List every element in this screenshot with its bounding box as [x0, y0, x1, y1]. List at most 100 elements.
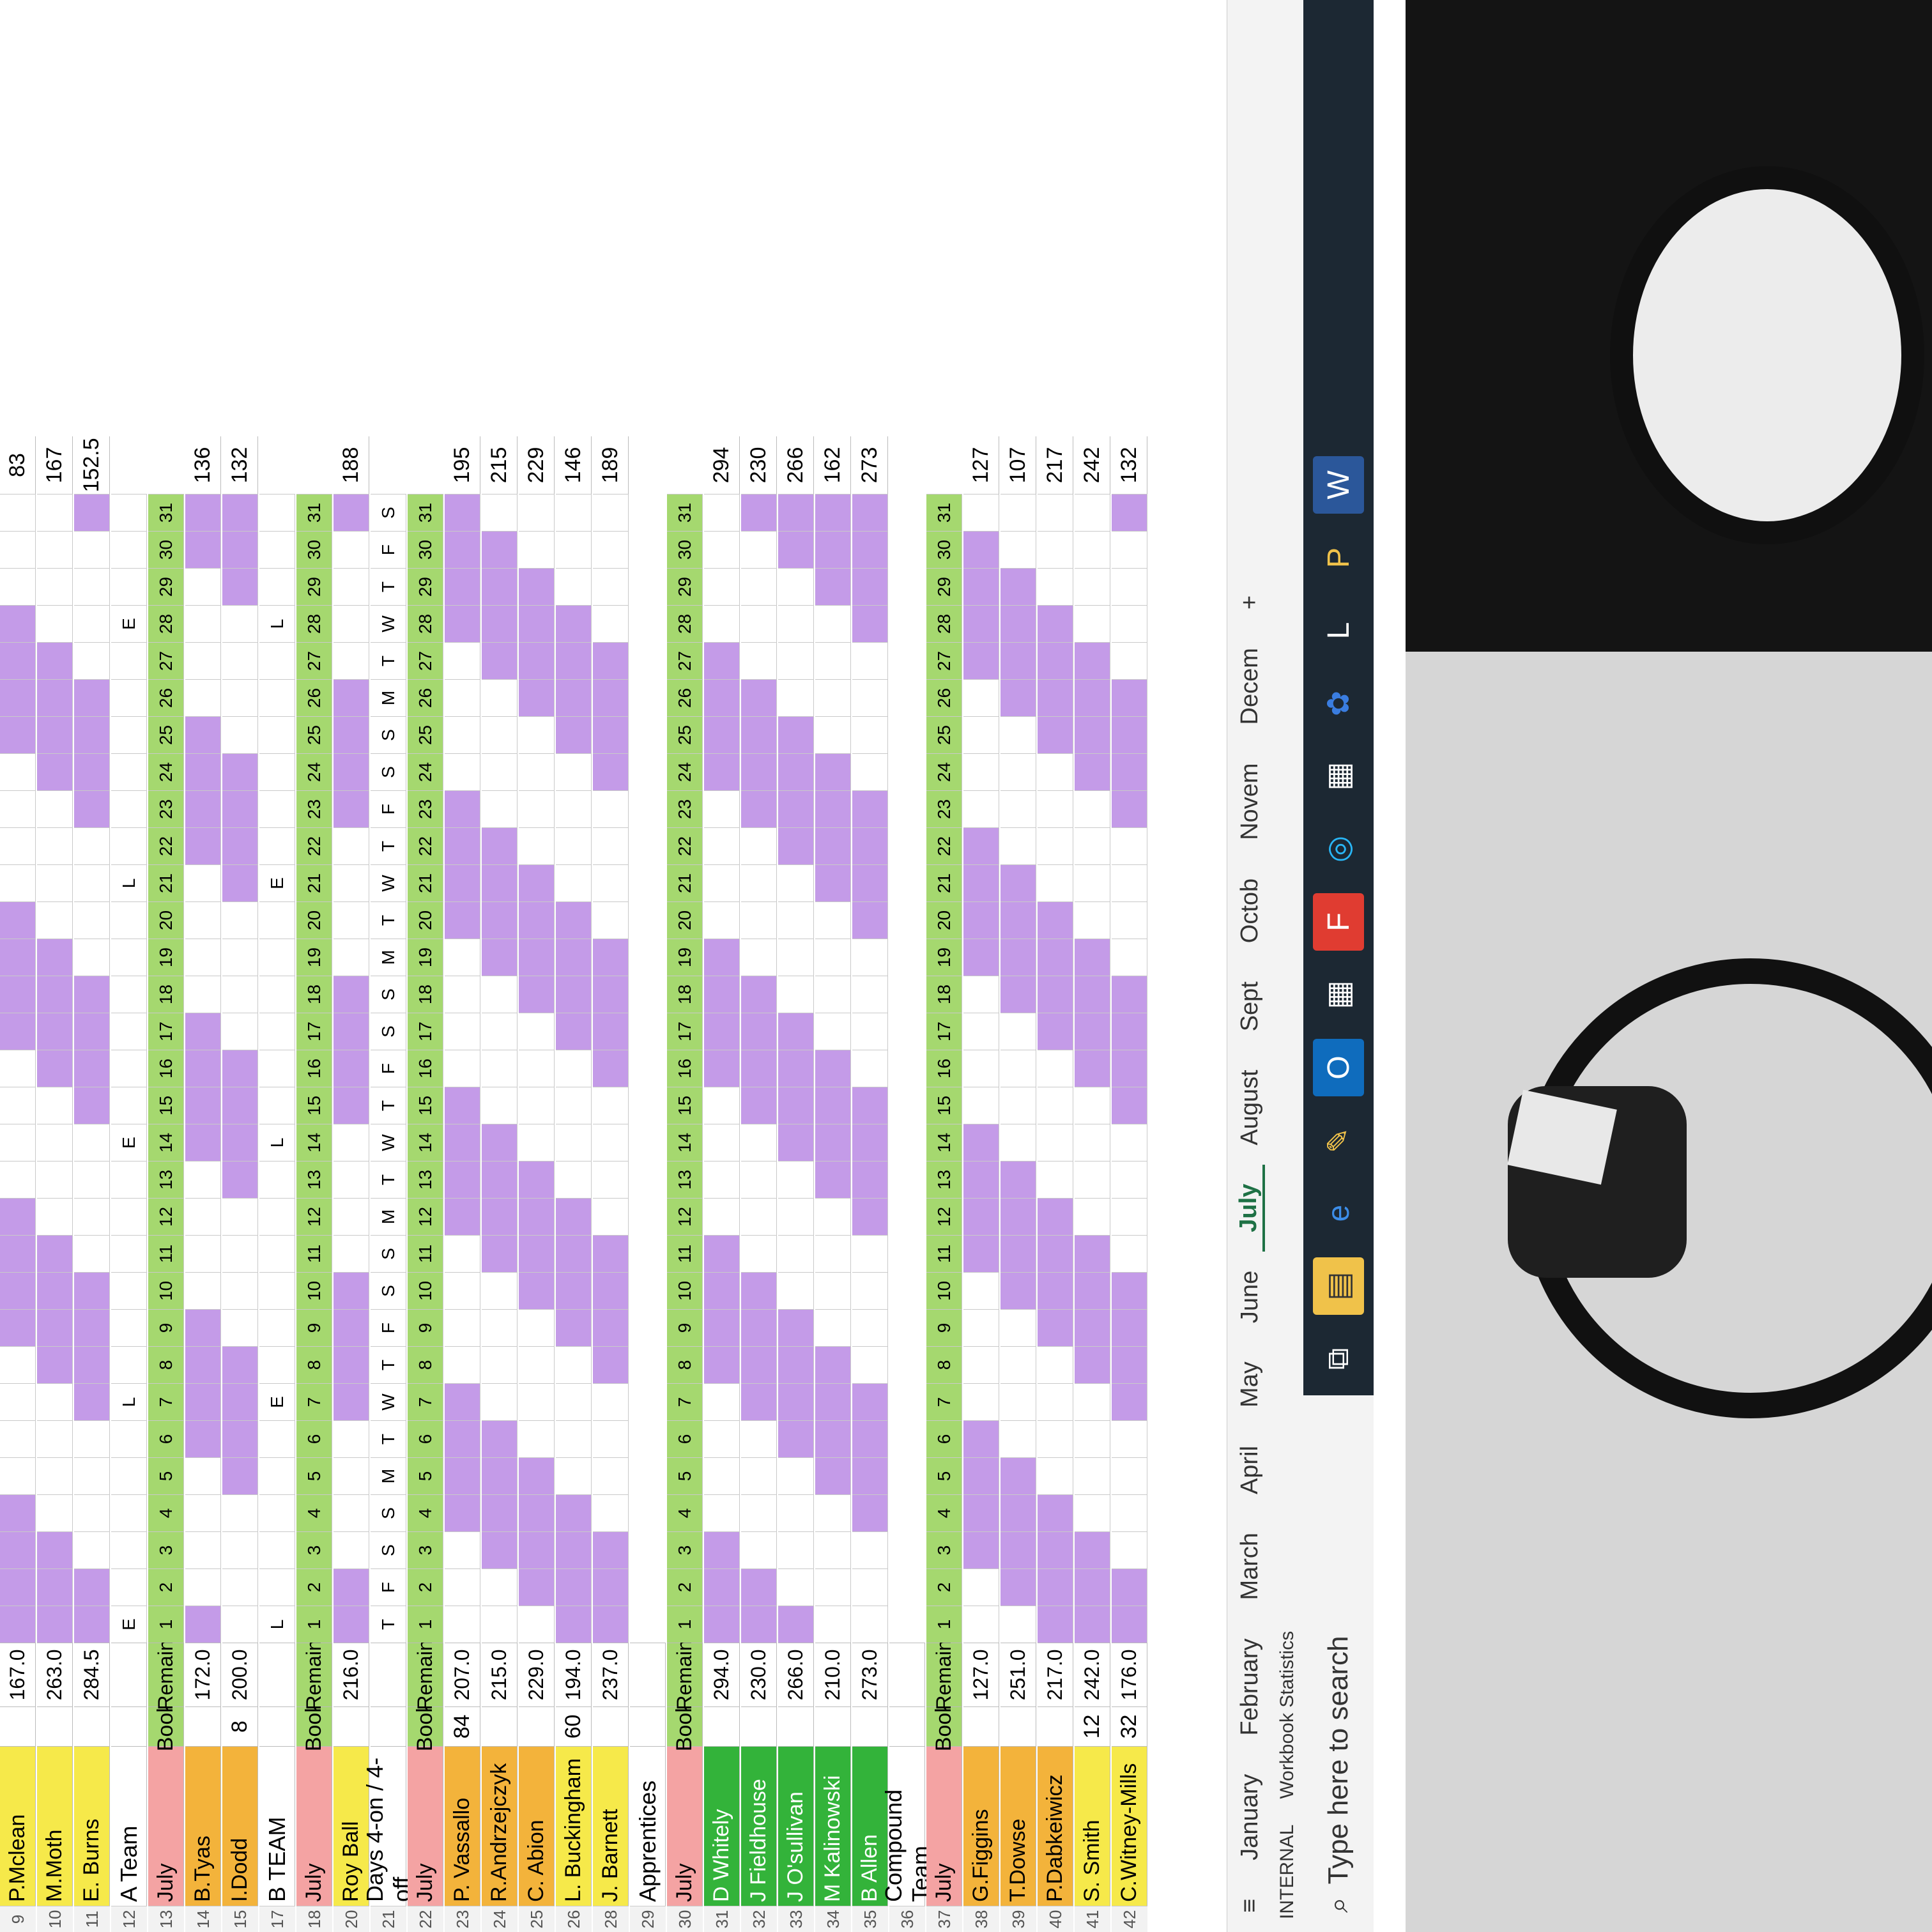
day-cell[interactable] — [1075, 1494, 1110, 1531]
day-cell[interactable] — [1075, 1161, 1110, 1198]
day-cell[interactable] — [963, 568, 999, 605]
day-cell[interactable] — [1075, 1198, 1110, 1235]
day-cell[interactable] — [185, 1050, 221, 1087]
day-cell[interactable] — [222, 1309, 258, 1346]
task-view-icon[interactable]: ⧉ — [1321, 1347, 1355, 1370]
day-cell[interactable] — [852, 642, 888, 679]
day-cell[interactable] — [482, 716, 518, 753]
day-cell[interactable] — [778, 1420, 814, 1457]
day-cell[interactable] — [1075, 1383, 1110, 1420]
day-cell[interactable] — [445, 1013, 480, 1050]
day-cell[interactable] — [1000, 1013, 1036, 1050]
day-cell[interactable] — [482, 1494, 518, 1531]
day-cell[interactable] — [222, 1457, 258, 1494]
day-cell[interactable] — [1038, 1235, 1073, 1272]
day-cell[interactable] — [963, 1235, 999, 1272]
employee-name[interactable]: M Kalinowski — [815, 1746, 851, 1906]
day-cell[interactable] — [963, 939, 999, 976]
day-cell[interactable] — [852, 568, 888, 605]
day-cell[interactable] — [185, 1124, 221, 1161]
total-cell[interactable]: 107 — [1000, 436, 1036, 494]
day-cell[interactable] — [222, 1013, 258, 1050]
day-cell[interactable] — [222, 1568, 258, 1606]
day-cell[interactable] — [963, 1494, 999, 1531]
day-cell[interactable] — [482, 1346, 518, 1383]
day-cell[interactable] — [37, 1087, 73, 1124]
book-cell[interactable] — [37, 1706, 73, 1746]
day-cell[interactable] — [852, 1124, 888, 1161]
total-cell[interactable]: 132 — [1112, 436, 1147, 494]
day-cell[interactable] — [556, 753, 592, 790]
day-cell[interactable] — [704, 1383, 740, 1420]
day-cell[interactable] — [778, 716, 814, 753]
day-cell[interactable] — [37, 901, 73, 939]
total-cell[interactable]: 229 — [519, 436, 555, 494]
day-cell[interactable] — [0, 1346, 36, 1383]
day-cell[interactable] — [704, 827, 740, 864]
day-cell[interactable] — [482, 1606, 518, 1643]
day-cell[interactable] — [1000, 1346, 1036, 1383]
day-cell[interactable] — [1000, 605, 1036, 642]
day-cell[interactable] — [1075, 1050, 1110, 1087]
remain-cell[interactable]: 237.0 — [593, 1643, 629, 1706]
day-cell[interactable] — [778, 1606, 814, 1643]
day-cell[interactable] — [222, 1235, 258, 1272]
day-cell[interactable] — [445, 901, 480, 939]
employee-name[interactable]: T.Dowse — [1000, 1746, 1036, 1906]
day-cell[interactable] — [778, 1087, 814, 1124]
day-cell[interactable] — [482, 1568, 518, 1606]
day-cell[interactable] — [334, 939, 369, 976]
day-cell[interactable] — [482, 1124, 518, 1161]
day-cell[interactable] — [222, 1050, 258, 1087]
day-cell[interactable] — [815, 1568, 851, 1606]
book-cell[interactable] — [334, 1706, 369, 1746]
day-cell[interactable] — [1112, 1494, 1147, 1531]
day-cell[interactable] — [74, 1568, 110, 1606]
day-cell[interactable] — [852, 827, 888, 864]
employee-name[interactable]: P.Dabkeiwicz — [1038, 1746, 1073, 1906]
day-cell[interactable] — [0, 1531, 36, 1568]
day-cell[interactable] — [778, 1124, 814, 1161]
day-cell[interactable] — [37, 1161, 73, 1198]
remain-cell[interactable]: 176.0 — [1112, 1643, 1147, 1706]
day-cell[interactable] — [74, 642, 110, 679]
internet-explorer-icon[interactable]: e — [1321, 1204, 1356, 1222]
remain-cell[interactable]: 229.0 — [519, 1643, 555, 1706]
day-cell[interactable] — [704, 790, 740, 827]
day-cell[interactable] — [741, 939, 777, 976]
day-cell[interactable] — [482, 939, 518, 976]
day-cell[interactable] — [556, 1013, 592, 1050]
remain-cell[interactable]: 194.0 — [556, 1643, 592, 1706]
day-cell[interactable] — [482, 679, 518, 716]
day-cell[interactable] — [704, 901, 740, 939]
day-cell[interactable] — [556, 864, 592, 901]
day-cell[interactable] — [185, 679, 221, 716]
tab-march[interactable]: March — [1236, 1532, 1263, 1600]
day-cell[interactable] — [963, 716, 999, 753]
day-cell[interactable] — [1112, 1457, 1147, 1494]
employee-name[interactable]: C.Witney-Mills — [1112, 1746, 1147, 1906]
settings-flower-icon[interactable]: ✿ — [1322, 690, 1356, 717]
employee-name[interactable]: I.Dodd — [222, 1746, 258, 1906]
day-cell[interactable] — [1075, 1124, 1110, 1161]
day-cell[interactable] — [1000, 939, 1036, 976]
day-cell[interactable] — [1000, 1531, 1036, 1568]
day-cell[interactable] — [185, 1161, 221, 1198]
day-cell[interactable] — [185, 1457, 221, 1494]
day-cell[interactable] — [1075, 1272, 1110, 1309]
app-l-icon[interactable]: L — [1321, 622, 1356, 640]
day-cell[interactable] — [37, 753, 73, 790]
day-cell[interactable] — [741, 1383, 777, 1420]
day-cell[interactable] — [519, 790, 555, 827]
day-cell[interactable] — [482, 1050, 518, 1087]
day-cell[interactable] — [445, 864, 480, 901]
day-cell[interactable] — [778, 679, 814, 716]
day-cell[interactable] — [593, 1531, 629, 1568]
day-cell[interactable] — [1075, 1346, 1110, 1383]
day-cell[interactable] — [593, 1161, 629, 1198]
total-cell[interactable]: 167 — [37, 436, 73, 494]
remain-cell[interactable]: 294.0 — [704, 1643, 740, 1706]
day-cell[interactable] — [704, 1568, 740, 1606]
day-cell[interactable] — [445, 827, 480, 864]
day-cell[interactable] — [0, 1494, 36, 1531]
